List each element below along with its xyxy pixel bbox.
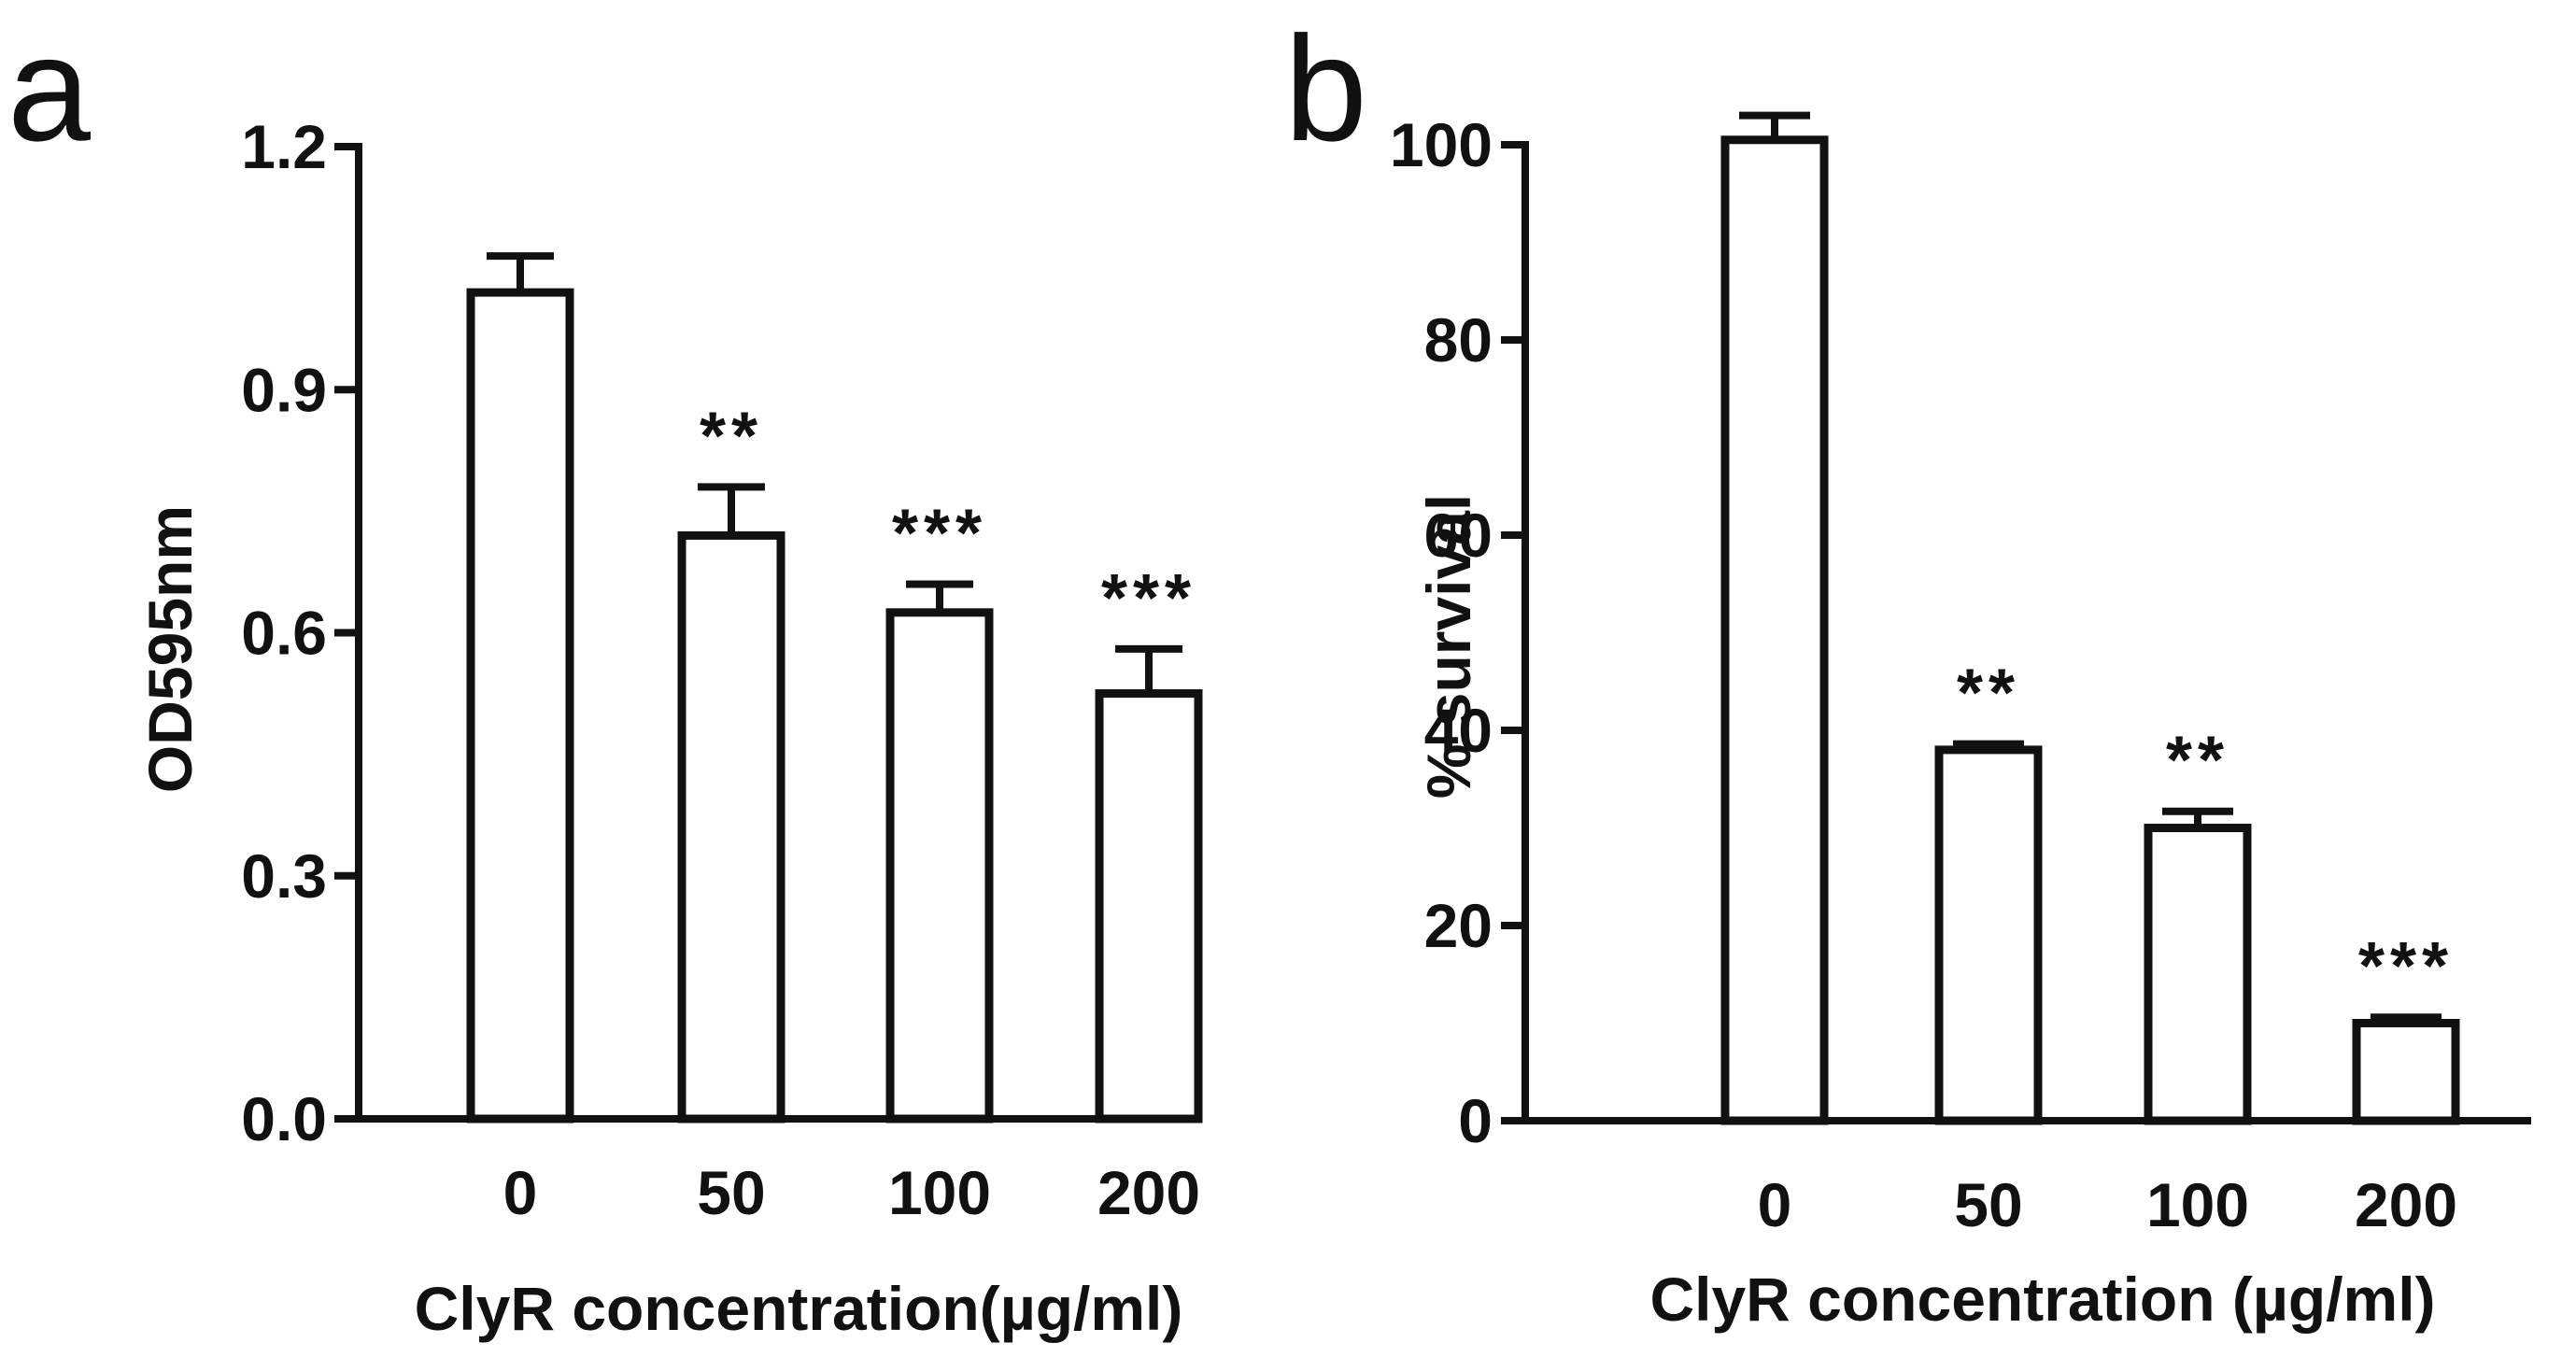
pa-bar-100 <box>885 608 994 1124</box>
pa-y-tick-label: 0.3 <box>241 841 327 911</box>
pb-y-tick-label: 40 <box>1424 696 1493 765</box>
pb-x-tick-label: 50 <box>1954 1170 2022 1239</box>
pa-bar-0 <box>466 288 574 1124</box>
pa-y-tick-label: 0.0 <box>241 1084 327 1153</box>
pa-significance-100: *** <box>892 496 987 571</box>
pa-y-tick-label: 1.2 <box>241 112 327 181</box>
pa-x-tick-label: 200 <box>1097 1158 1200 1227</box>
pb-bar-100 <box>2144 824 2252 1125</box>
pb-significance-50: ** <box>1957 657 2020 731</box>
pb-x-tick-label: 100 <box>2146 1170 2249 1239</box>
pb-x-tick-label: 200 <box>2355 1170 2457 1239</box>
pb-bar-200 <box>2352 1019 2460 1125</box>
panel-label-b: b <box>1284 5 1367 172</box>
pb-bar-0 <box>1720 135 1829 1125</box>
pa-x-tick-label: 100 <box>888 1158 991 1227</box>
pb-bar-50 <box>1934 745 2043 1125</box>
panel-b: b 0 20 40 60 80 100 0 ** 50 ** 100 *** 200 ClyR concen… <box>1284 5 2531 1334</box>
pa-bar-200 <box>1095 689 1203 1124</box>
pa-significance-50: ** <box>700 399 763 473</box>
pb-significance-200: *** <box>2358 929 2454 1004</box>
panel-label-a: a <box>7 5 91 172</box>
pb-significance-100: ** <box>2166 724 2229 799</box>
pb-y-axis-title: % survival <box>1414 494 1483 799</box>
pb-x-tick-label: 0 <box>1758 1170 1792 1239</box>
pa-y-axis-title: OD595nm <box>135 505 205 793</box>
pb-y-tick-label: 20 <box>1424 891 1493 960</box>
pa-x-tick-label: 0 <box>503 1158 538 1227</box>
pa-x-axis-title: ClyR concentration(µg/ml) <box>415 1274 1183 1343</box>
pb-y-tick-label: 80 <box>1424 305 1493 375</box>
pb-x-axis-title: ClyR concentration (µg/ml) <box>1649 1265 2435 1334</box>
pb-y-tick-label: 60 <box>1424 501 1493 570</box>
pa-bar-50 <box>677 530 786 1124</box>
pb-y-tick-label: 100 <box>1390 110 1493 179</box>
pa-y-tick-label: 0.9 <box>241 355 327 424</box>
pa-y-tick-label: 0.6 <box>241 599 327 668</box>
panel-a: a 0.0 0.3 0.6 0.9 1.2 0 ** 50 *** 100 *** 200 ClyR co… <box>7 5 1203 1343</box>
pa-significance-200: *** <box>1101 561 1196 636</box>
pa-x-tick-label: 50 <box>697 1158 765 1227</box>
pb-y-tick-label: 0 <box>1458 1086 1493 1155</box>
